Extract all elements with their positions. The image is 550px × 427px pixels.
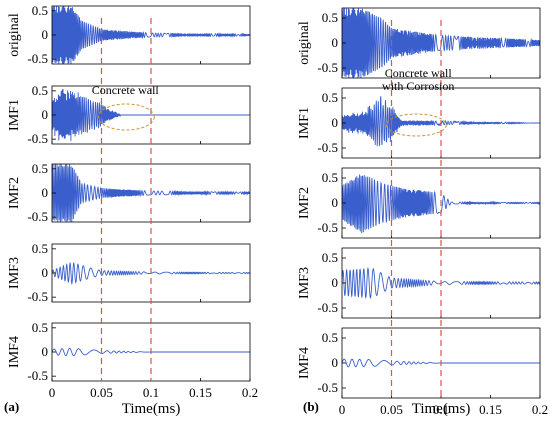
x-tick-label: 0 <box>339 402 346 417</box>
y-tick-label: 0.5 <box>322 170 338 185</box>
annotation-text: with Corrosion <box>382 79 454 93</box>
x-tick-label: 0.1 <box>433 402 449 417</box>
annotation-ellipse <box>385 113 447 137</box>
y-tick-label: 0 <box>42 344 49 359</box>
y-axis-label: IMF2 <box>7 177 22 209</box>
x-axis-label: Time(ms) <box>412 401 471 417</box>
y-tick-label: 0 <box>332 35 339 50</box>
y-tick-label: -0.5 <box>317 60 338 75</box>
subplot-imf4: -0.5 0 0.5 IMF4 <box>297 327 541 399</box>
panel-a: -0.500.5original-0.500.5IMF1-0.500.5IMF2… <box>4 3 258 417</box>
y-axis-label: IMF1 <box>7 99 22 131</box>
panel-b: -0.500.5original-0.500.5IMF1-0.500.5IMF2… <box>297 7 548 417</box>
y-tick-label: 0 <box>42 107 49 122</box>
y-tick-label: 0.5 <box>322 250 338 265</box>
x-tick-label: 0.05 <box>380 402 403 417</box>
annotation-text: Concrete wall <box>385 66 453 80</box>
y-tick-label: -0.5 <box>27 131 48 146</box>
y-tick-label: 0 <box>332 195 339 210</box>
x-tick-label: 0.2 <box>532 402 548 417</box>
y-tick-label: 0 <box>42 265 49 280</box>
y-tick-label: 0.5 <box>32 3 48 18</box>
y-axis-label: IMF3 <box>297 267 312 299</box>
y-tick-label: -0.5 <box>27 209 48 224</box>
y-tick-label: -0.5 <box>317 300 338 315</box>
y-axis-label: IMF4 <box>297 347 312 379</box>
subplot-imf3: -0.5 0 0.5 IMF3 <box>297 247 541 319</box>
y-tick-label: 0 <box>42 27 49 42</box>
y-tick-label: 0 <box>332 275 339 290</box>
panel-label: (b) <box>303 399 319 414</box>
y-tick-label: -0.5 <box>27 51 48 66</box>
y-axis-label: IMF1 <box>297 107 312 139</box>
x-tick-label: 0.15 <box>189 385 212 400</box>
y-tick-label: 0 <box>332 355 339 370</box>
subplot-imf2: -0.5 0 0.5 IMF2 <box>297 167 541 239</box>
x-axis-label: Time(ms) <box>122 401 181 417</box>
y-tick-label: 0 <box>332 115 339 130</box>
y-tick-label: 0.5 <box>322 330 338 345</box>
subplot-imf3: -0.5 0 0.5 IMF3 <box>7 241 251 304</box>
x-tick-label: 0.05 <box>90 385 113 400</box>
series-line <box>52 6 250 64</box>
series-line <box>52 164 250 222</box>
y-tick-label: -0.5 <box>27 368 48 383</box>
y-axis-label: original <box>297 21 312 65</box>
y-tick-label: -0.5 <box>317 380 338 395</box>
subplot-imf2: -0.5 0 0.5 IMF2 <box>7 161 251 224</box>
y-axis-label: original <box>7 13 22 57</box>
y-axis-label: IMF4 <box>7 336 22 368</box>
y-tick-label: 0.5 <box>32 161 48 176</box>
x-tick-label: 0.15 <box>479 402 502 417</box>
y-tick-label: -0.5 <box>317 140 338 155</box>
y-tick-label: 0 <box>42 185 49 200</box>
x-tick-label: 0 <box>49 385 56 400</box>
annotation-text: Concrete wall <box>92 83 160 97</box>
panel-label: (a) <box>4 399 19 414</box>
y-axis-label: IMF2 <box>297 187 312 219</box>
subplot-imf1: -0.5 0 0.5 IMF1 <box>7 83 251 146</box>
y-tick-label: 0.5 <box>32 320 48 335</box>
subplot-imf4: -0.5 0 0.5 IMF4 <box>7 320 251 383</box>
annotation-ellipse <box>97 103 155 131</box>
y-tick-label: -0.5 <box>27 289 48 304</box>
x-tick-label: 0.1 <box>143 385 159 400</box>
x-tick-label: 0.2 <box>242 385 258 400</box>
series-line <box>52 89 250 141</box>
y-tick-label: 0.5 <box>322 10 338 25</box>
y-tick-label: 0.5 <box>322 90 338 105</box>
y-tick-label: -0.5 <box>317 220 338 235</box>
y-tick-label: 0.5 <box>32 83 48 98</box>
subplot-imf1: -0.5 0 0.5 IMF1 <box>297 87 541 159</box>
y-axis-label: IMF3 <box>7 257 22 289</box>
y-tick-label: 0.5 <box>32 241 48 256</box>
subplot-original: -0.5 0 0.5 original <box>7 3 251 66</box>
